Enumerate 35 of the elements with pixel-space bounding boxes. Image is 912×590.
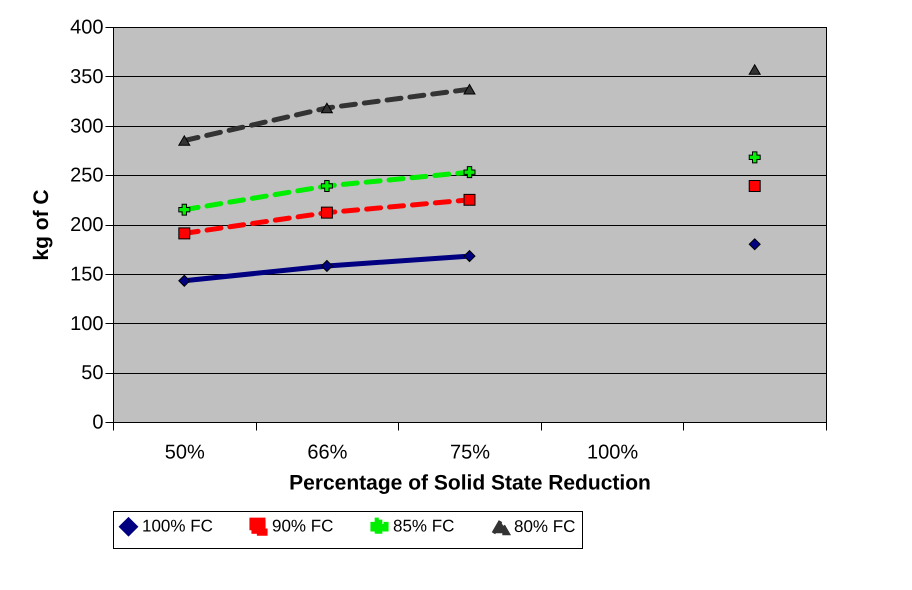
point (748, 64, 761, 75)
y-tick-label: 200 (70, 214, 104, 236)
y-tick-label: 400 (70, 16, 104, 38)
point (748, 238, 761, 250)
x-tick-label: 100% (587, 442, 638, 464)
y-tick-label: 350 (70, 66, 104, 88)
legend-label: 90% FC (272, 516, 334, 536)
y-tick-label: 300 (70, 115, 104, 138)
point (178, 135, 190, 146)
x-tick-label: 50% (164, 442, 206, 464)
legend-label: 80% FC (514, 517, 576, 536)
x-axis-title: Percentage of Solid State Reduction (289, 472, 651, 494)
legend-label: 85% FC (393, 516, 454, 536)
y-tick-label: 0 (92, 412, 104, 434)
x-tick-label: 75% (450, 442, 490, 464)
y-axis-title: kg of C (30, 189, 54, 261)
point (178, 274, 190, 287)
x-tick-label: 66% (307, 442, 348, 464)
y-tick-label: 150 (70, 263, 104, 286)
y-tick-label: 50 (81, 362, 104, 384)
point (464, 194, 476, 206)
point (320, 260, 333, 272)
point (178, 227, 190, 240)
point (464, 250, 476, 262)
y-tick-label: 100 (70, 312, 104, 335)
point (320, 102, 333, 114)
point (178, 204, 190, 216)
point (464, 84, 476, 94)
y-tick-label: 250 (70, 164, 104, 187)
point (748, 151, 761, 164)
point (464, 166, 476, 178)
legend-label: 100% FC (142, 516, 213, 536)
point (320, 206, 333, 219)
point (748, 180, 761, 192)
point (320, 180, 333, 192)
